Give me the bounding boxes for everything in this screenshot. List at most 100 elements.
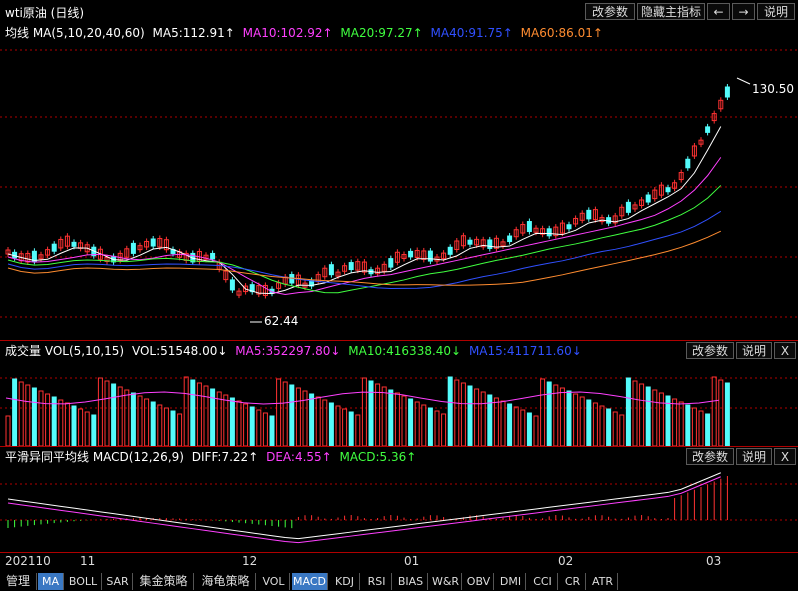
candle-body: [533, 227, 539, 233]
volume-bar: [31, 387, 37, 446]
candle-body: [612, 215, 618, 224]
volume-bar: [540, 378, 546, 446]
vol-legend-title: 成交量 VOL(5,10,15): [5, 344, 125, 358]
volume-bar: [579, 396, 585, 446]
ma-legend: 均线 MA(5,10,20,40,60) MA5:112.91↑ MA10:10…: [5, 24, 607, 41]
tab-jijin-strategy[interactable]: 集金策略: [134, 573, 194, 590]
volume-bar: [533, 415, 539, 446]
candle-body: [31, 250, 37, 262]
ma60-value: MA60:86.01↑: [520, 26, 603, 40]
volume-bar: [315, 396, 321, 446]
macd-edit-params-button[interactable]: 改参数: [686, 448, 734, 465]
candle-body: [388, 258, 394, 268]
vol-legend: 成交量 VOL(5,10,15) VOL:51548.00↓ MA5:35229…: [5, 342, 586, 359]
tab-manage[interactable]: 管理: [0, 573, 37, 590]
candle-body: [421, 250, 427, 260]
macd-chart[interactable]: [0, 464, 798, 552]
help-button[interactable]: 说明: [757, 3, 795, 20]
tab-sar[interactable]: SAR: [103, 573, 133, 590]
volume-bar: [5, 415, 11, 446]
tab-cci[interactable]: CCI: [528, 573, 558, 590]
candle-body: [546, 228, 552, 237]
candle-body: [328, 264, 334, 276]
volume-bar: [414, 401, 420, 446]
tab-vol[interactable]: VOL: [258, 573, 290, 590]
candle-body: [335, 271, 341, 277]
volume-bar: [573, 393, 579, 446]
tab-rsi[interactable]: RSI: [362, 573, 392, 590]
price-chart[interactable]: [0, 22, 798, 342]
volume-bar: [262, 412, 268, 446]
volume-bar: [328, 402, 334, 446]
tab-dmi[interactable]: DMI: [496, 573, 526, 590]
volume-bar: [474, 388, 480, 446]
candle-body: [163, 239, 169, 251]
volume-bar: [58, 399, 64, 446]
candle-body: [355, 261, 361, 271]
tab-obv[interactable]: OBV: [464, 573, 494, 590]
ma20-value: MA20:97.27↑: [340, 26, 423, 40]
volume-bar: [223, 394, 229, 446]
candle-body: [249, 284, 255, 293]
tab-wr[interactable]: W&R: [430, 573, 462, 590]
volume-bar: [375, 383, 381, 446]
arrow-right-icon[interactable]: →: [732, 3, 755, 20]
candle-body: [45, 249, 51, 256]
volume-bar: [342, 408, 348, 446]
vol-help-button[interactable]: 说明: [736, 342, 772, 359]
volume-bar: [592, 402, 598, 446]
volume-bar: [493, 397, 499, 446]
candle-body: [599, 217, 605, 223]
x-label-03: 03: [706, 554, 722, 568]
volume-bar: [513, 406, 519, 446]
volume-bar: [480, 391, 486, 446]
indicator-tab-bar: 管理 MA BOLL SAR 集金策略 海龟策略 VOL MACD KDJ RS…: [0, 571, 798, 591]
arrow-left-icon[interactable]: ←: [707, 3, 730, 20]
candle-body: [526, 221, 532, 233]
ma40-value: MA40:91.75↑: [430, 26, 513, 40]
chart-title: wti原油 (日线): [5, 6, 85, 20]
candle-body: [665, 187, 671, 193]
vol-value: VOL:51548.00↓: [131, 344, 228, 358]
tab-cr[interactable]: CR: [560, 573, 586, 590]
ma10-line: [7, 157, 722, 295]
candle-body: [441, 252, 447, 260]
tab-kdj[interactable]: KDJ: [330, 573, 360, 590]
candle-body: [474, 238, 480, 246]
candle-body: [632, 204, 638, 210]
edit-params-button[interactable]: 改参数: [585, 3, 635, 20]
volume-bar: [295, 387, 301, 446]
volume-bar: [381, 386, 387, 446]
hide-main-indicator-button[interactable]: 隐藏主指标: [637, 3, 705, 20]
ma-legend-title: 均线 MA(5,10,20,40,60): [5, 26, 145, 40]
candle-body: [658, 184, 664, 196]
volume-bar: [645, 386, 651, 446]
tab-bias[interactable]: BIAS: [394, 573, 428, 590]
vol-edit-params-button[interactable]: 改参数: [686, 342, 734, 359]
candle-body: [229, 279, 235, 291]
macd-close-icon[interactable]: X: [774, 448, 796, 465]
volume-bar: [447, 376, 453, 446]
volume-bar: [309, 393, 315, 446]
vol-close-icon[interactable]: X: [774, 342, 796, 359]
candle-body: [573, 217, 579, 225]
tab-turtle-strategy[interactable]: 海龟策略: [196, 573, 256, 590]
volume-bar: [18, 381, 24, 446]
vol-ma5-line: [5, 391, 719, 405]
volume-bar: [190, 379, 196, 446]
macd-help-button[interactable]: 说明: [736, 448, 772, 465]
volume-chart[interactable]: [0, 358, 798, 446]
candle-body: [711, 113, 717, 122]
volume-bar: [586, 399, 592, 446]
tab-atr[interactable]: ATR: [588, 573, 618, 590]
candle-body: [38, 254, 44, 260]
dea-value: DEA:4.55↑: [266, 450, 332, 464]
candle-body: [276, 282, 282, 289]
tab-macd[interactable]: MACD: [292, 573, 328, 590]
candle-body: [322, 267, 328, 278]
tab-boll[interactable]: BOLL: [65, 573, 102, 590]
volume-bar: [236, 400, 242, 446]
tab-ma[interactable]: MA: [38, 573, 64, 590]
candle-body: [493, 237, 499, 249]
candle-body: [361, 261, 367, 273]
